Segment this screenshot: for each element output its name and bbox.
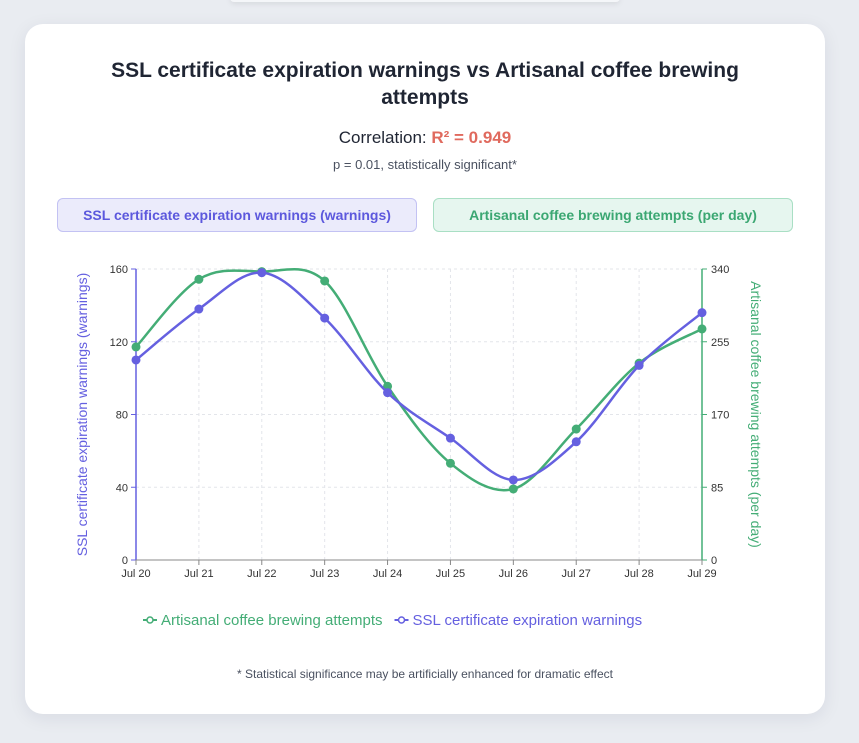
coffee-data-point (320, 276, 330, 286)
right-y-tick-label: 85 (711, 482, 723, 494)
coffee-data-point (194, 274, 204, 284)
left-y-tick-label: 40 (116, 482, 128, 494)
left-y-tick-label: 80 (116, 410, 128, 422)
x-tick-label: Jul 22 (247, 568, 276, 580)
ssl-data-point (634, 360, 644, 370)
ssl-data-point (697, 308, 707, 318)
left-axis-title: SSL certificate expiration warnings (war… (74, 273, 90, 557)
ssl-data-point (508, 475, 518, 485)
right-y-tick-label: 170 (711, 410, 729, 422)
left-y-tick-label: 0 (122, 555, 128, 567)
ssl-legend-label: SSL certificate expiration warnings (413, 612, 643, 629)
x-tick-label: Jul 24 (373, 568, 402, 580)
coffee-series-label-box: Artisanal coffee brewing attempts (per d… (433, 198, 793, 232)
right-y-tick-label: 0 (711, 555, 717, 567)
coffee-series-line (135, 268, 703, 492)
coffee-data-point (697, 324, 707, 334)
coffee-data-point (383, 381, 393, 391)
coffee-series-label: Artisanal coffee brewing attempts (per d… (469, 207, 757, 223)
coffee-legend-label: Artisanal coffee brewing attempts (161, 612, 383, 629)
ssl-data-point (257, 268, 267, 278)
x-tick-label: Jul 28 (624, 568, 653, 580)
chart-title-line-1: SSL certificate expiration warnings vs A… (111, 59, 739, 82)
left-y-tick-label: 160 (110, 264, 128, 276)
dual-axis-line-chart: 0 40 80 120 160 0 85 170 255 340 Jul 20 Jul 21 Jul 2… (74, 264, 764, 629)
chart-title: SSL certificate expiration warnings vs A… (25, 57, 825, 111)
right-axis-title: Artisanal coffee brewing attempts (per d… (748, 281, 764, 548)
coffee-data-point (445, 458, 455, 468)
x-tick-label: Jul 27 (562, 568, 591, 580)
ssl-data-point (571, 437, 581, 447)
correlation-label: Correlation: (338, 128, 427, 147)
correlation-value: R² = 0.949 (431, 128, 512, 147)
footnote: * Statistical significance may be artifi… (237, 667, 613, 681)
ssl-data-point (383, 388, 393, 398)
x-tick-label: Jul 20 (121, 568, 150, 580)
correlation-line: Correlation: R² = 0.949 (25, 128, 825, 148)
x-tick-label: Jul 29 (687, 568, 716, 580)
coffee-data-point (508, 484, 518, 494)
ssl-data-point (131, 355, 141, 365)
ssl-data-point (445, 433, 455, 443)
ssl-legend-marker (397, 616, 406, 624)
ssl-series-line (135, 271, 703, 482)
coffee-legend-marker (146, 616, 154, 624)
ssl-data-point (194, 304, 204, 314)
coffee-data-point (131, 342, 141, 352)
right-y-tick-label: 340 (711, 264, 729, 276)
chart-card: SSL certificate expiration warnings vs A… (25, 24, 825, 714)
x-tick-label: Jul 23 (310, 568, 339, 580)
ssl-data-point (320, 313, 330, 323)
x-tick-label: Jul 21 (184, 568, 213, 580)
coffee-data-point (571, 424, 581, 434)
background-panel-edge (230, 0, 620, 2)
x-tick-label: Jul 26 (499, 568, 528, 580)
ssl-series-label: SSL certificate expiration warnings (war… (83, 207, 391, 223)
p-value-text: p = 0.01, statistically significant* (333, 157, 517, 172)
right-y-tick-label: 255 (711, 337, 729, 349)
left-y-tick-label: 120 (110, 337, 128, 349)
ssl-series-label-box: SSL certificate expiration warnings (war… (57, 198, 417, 232)
chart-title-line-2: attempts (381, 86, 469, 109)
x-tick-label: Jul 25 (436, 568, 465, 580)
